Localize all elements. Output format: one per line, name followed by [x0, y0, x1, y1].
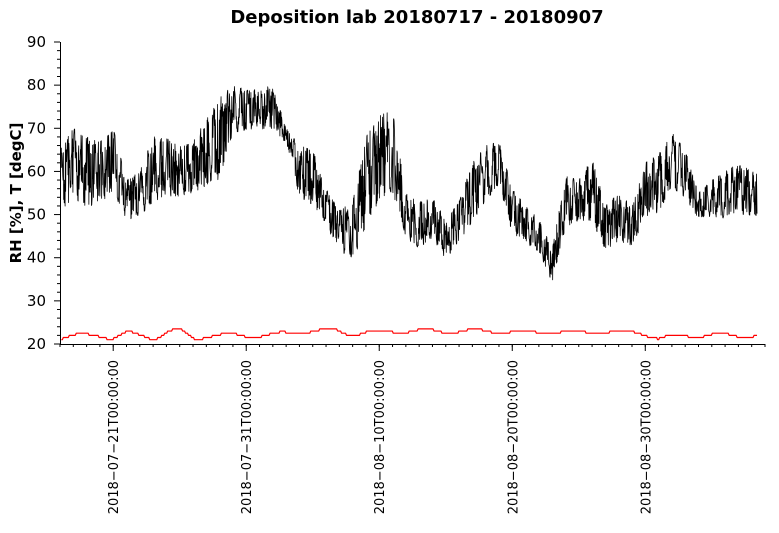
series-1-line [60, 86, 758, 281]
x-ticks: 2018−07−21T00:00:00 2018−07−31T00:00:00 20… [59, 344, 766, 514]
y-tick-label: 70 [27, 119, 46, 137]
series-2-line [61, 328, 758, 341]
x-tick-label: 2018−08−30T00:00:00 [639, 360, 654, 514]
chart-title: Deposition lab 20180717 - 20180907 [230, 7, 603, 28]
y-tick-label: 80 [27, 76, 46, 94]
y-ticks: 20 30 40 50 60 70 80 90 [27, 33, 60, 353]
x-tick-label: 2018−08−10T00:00:00 [373, 360, 388, 514]
x-tick-label: 2018−07−31T00:00:00 [240, 360, 255, 514]
axes-layer [60, 42, 765, 345]
y-tick-label: 30 [27, 292, 46, 310]
y-tick-label: 90 [27, 33, 46, 51]
y-axis-label: RH [%], T [degC] [7, 123, 25, 264]
y-tick-label: 40 [27, 249, 46, 267]
series-layer [60, 86, 758, 341]
y-tick-label: 50 [27, 206, 46, 224]
y-tick-label: 60 [27, 162, 46, 180]
x-tick-label: 2018−08−20T00:00:00 [506, 360, 521, 514]
x-tick-label: 2018−07−21T00:00:00 [107, 360, 122, 514]
y-tick-label: 20 [27, 335, 46, 353]
